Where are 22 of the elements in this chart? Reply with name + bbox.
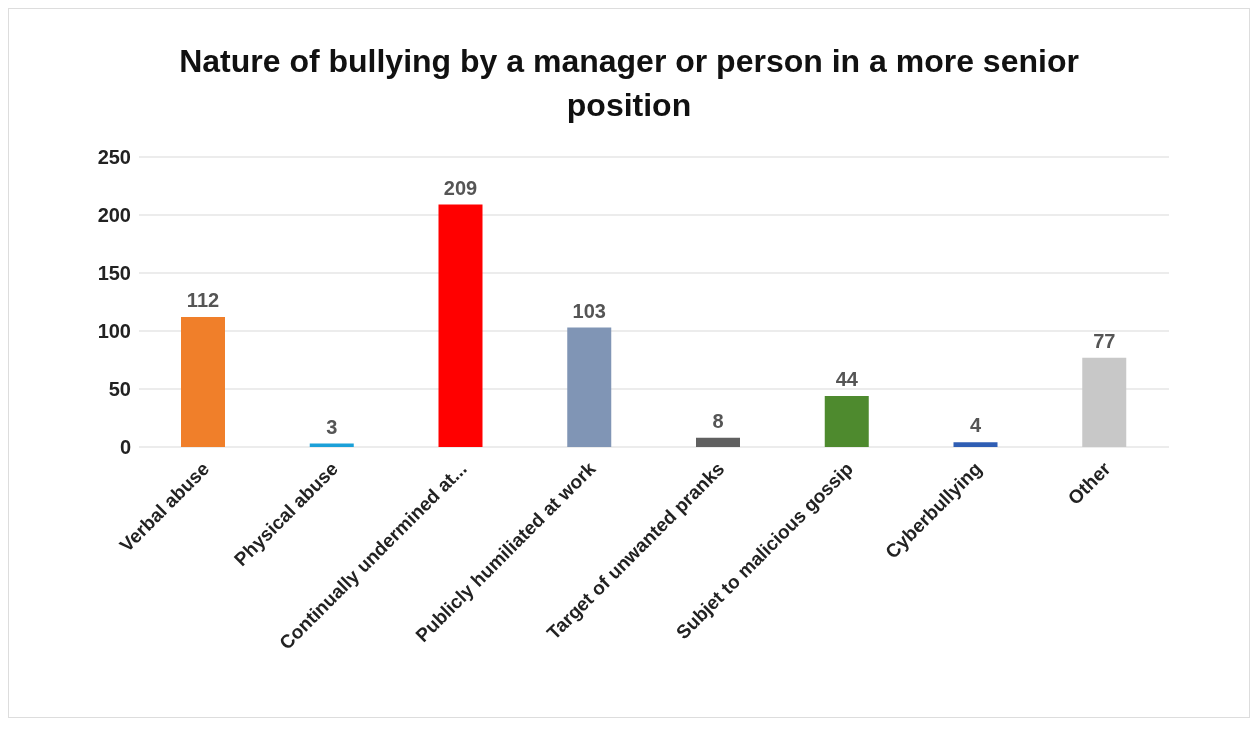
data-label: 8 — [712, 409, 724, 432]
chart-title: Nature of bullying by a manager or person in a more senior position — [179, 42, 1079, 125]
bar — [824, 395, 869, 447]
y-tick-label: 50 — [108, 378, 131, 401]
bar — [953, 442, 998, 447]
y-tick-label: 150 — [97, 262, 131, 285]
y-tick-label: 250 — [97, 146, 131, 169]
bar — [696, 437, 740, 447]
bar — [1082, 357, 1127, 447]
data-label: 103 — [572, 299, 606, 322]
bar — [181, 317, 225, 447]
y-tick-label: 100 — [97, 320, 131, 343]
data-label: 4 — [969, 414, 982, 437]
y-tick-label: 0 — [119, 436, 131, 459]
data-label: 77 — [1093, 329, 1116, 352]
y-tick-label: 200 — [97, 204, 131, 227]
data-label: 112 — [186, 289, 220, 312]
bar — [438, 204, 483, 447]
data-label: 209 — [443, 176, 478, 199]
bar — [567, 327, 612, 447]
data-label: 3 — [326, 415, 338, 438]
data-label: 44 — [835, 367, 859, 390]
